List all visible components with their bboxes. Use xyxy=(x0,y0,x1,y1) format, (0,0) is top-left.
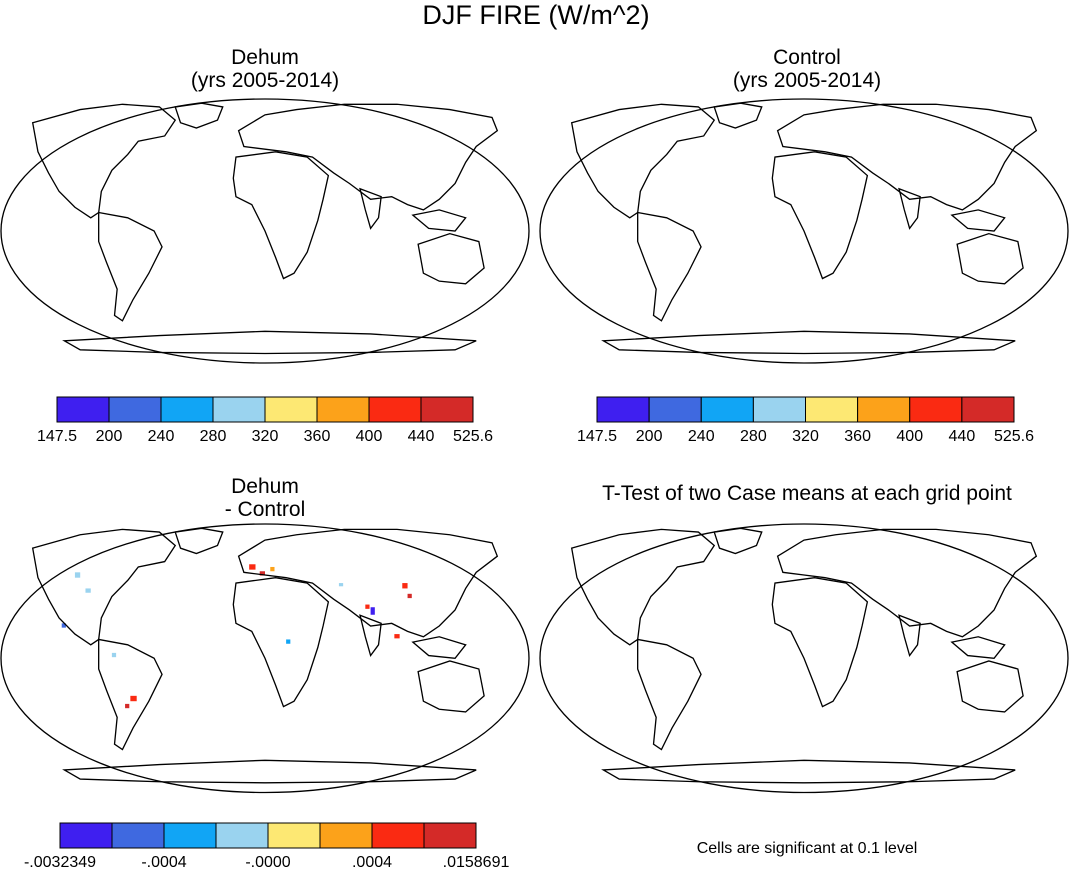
colorbar-label: 320 xyxy=(252,428,279,445)
colorbar-swatch xyxy=(596,396,650,423)
panel-title-diff: Dehum - Control xyxy=(0,475,530,521)
map-border xyxy=(0,98,530,364)
panel-title-line1: Dehum xyxy=(231,46,299,69)
map-border xyxy=(539,98,1069,364)
colorbar-label: 525.6 xyxy=(994,428,1034,445)
colorbar-label: 240 xyxy=(688,428,715,445)
colorbar-swatch xyxy=(267,822,321,849)
colorbar-swatch xyxy=(909,396,963,423)
colorbar-swatch xyxy=(805,396,859,423)
coastline xyxy=(571,102,1037,355)
significance-note: Cells are significant at 0.1 level xyxy=(696,840,918,857)
colorbar-label: 280 xyxy=(740,428,767,445)
colorbar-swatch xyxy=(215,822,269,849)
colorbar-diff: -.0032349 -.0004 -.0000 .0004 .0158691 xyxy=(24,822,510,869)
colorbar-label: 147.5 xyxy=(577,428,617,445)
colorbar-label: 240 xyxy=(148,428,175,445)
map-dehum xyxy=(0,98,530,364)
colorbar-label: 400 xyxy=(896,428,923,445)
colorbar-swatch xyxy=(316,396,370,423)
colorbar-label: -.0032349 xyxy=(24,854,96,869)
colorbar-swatch xyxy=(319,822,373,849)
map-ttest xyxy=(539,523,1069,794)
colorbar-label: .0158691 xyxy=(443,854,510,869)
colorbar-label: -.0004 xyxy=(141,854,186,869)
colorbar-swatch xyxy=(700,396,754,423)
figure-title: DJF FIRE (W/m^2) xyxy=(422,0,650,30)
panel-title-line2: - Control xyxy=(224,498,306,521)
colorbar-label: 320 xyxy=(792,428,819,445)
map-diff xyxy=(0,523,530,794)
colorbar-label: 440 xyxy=(408,428,435,445)
panel-title-line1: Control xyxy=(773,46,841,69)
colorbar-control: 147.5 200 240 280 320 360 400 440 525.6 xyxy=(577,396,1034,445)
colorbar-swatch xyxy=(752,396,806,423)
colorbar-label: 360 xyxy=(844,428,871,445)
colorbar-swatch xyxy=(857,396,911,423)
colorbar-swatch xyxy=(648,396,702,423)
coastline xyxy=(32,527,498,784)
colorbar-swatch xyxy=(212,396,266,423)
colorbar-swatch xyxy=(368,396,422,423)
colorbar-label: 400 xyxy=(356,428,383,445)
map-border xyxy=(0,523,530,794)
colorbar-swatch xyxy=(264,396,318,423)
diff-anomaly-cells xyxy=(61,564,412,709)
colorbar-swatch xyxy=(420,396,474,423)
colorbar-label: 200 xyxy=(636,428,663,445)
colorbar-label: 147.5 xyxy=(37,428,77,445)
panel-title-line1: Dehum xyxy=(231,475,299,498)
panel-title-line2: (yrs 2005-2014) xyxy=(732,69,882,92)
colorbar-swatch xyxy=(59,822,113,849)
colorbar-label: 360 xyxy=(304,428,331,445)
colorbar-swatch xyxy=(371,822,425,849)
colorbar-label: 200 xyxy=(96,428,123,445)
colorbar-swatch xyxy=(423,822,477,849)
panel-title-line2: (yrs 2005-2014) xyxy=(190,69,340,92)
coastline xyxy=(571,527,1037,784)
colorbar-label: 525.6 xyxy=(453,428,493,445)
colorbar-label: 440 xyxy=(949,428,976,445)
colorbar-swatch xyxy=(56,396,110,423)
colorbar-label: -.0000 xyxy=(245,854,290,869)
map-control xyxy=(539,98,1069,364)
panel-title-control: Control (yrs 2005-2014) xyxy=(540,46,1072,92)
colorbar-swatch xyxy=(961,396,1015,423)
colorbar-swatch xyxy=(108,396,162,423)
colorbar-label: 280 xyxy=(200,428,227,445)
colorbar-swatch xyxy=(111,822,165,849)
panel-title-ttest: T-Test of two Case means at each grid po… xyxy=(602,482,1012,505)
panel-title-dehum: Dehum (yrs 2005-2014) xyxy=(0,46,530,92)
colorbar-dehum: 147.5 200 240 280 320 360 400 440 525.6 xyxy=(37,396,493,445)
colorbar-label: .0004 xyxy=(352,854,392,869)
colorbar-swatch xyxy=(160,396,214,423)
map-border xyxy=(539,523,1069,794)
coastline xyxy=(32,102,498,355)
colorbar-swatch xyxy=(163,822,217,849)
